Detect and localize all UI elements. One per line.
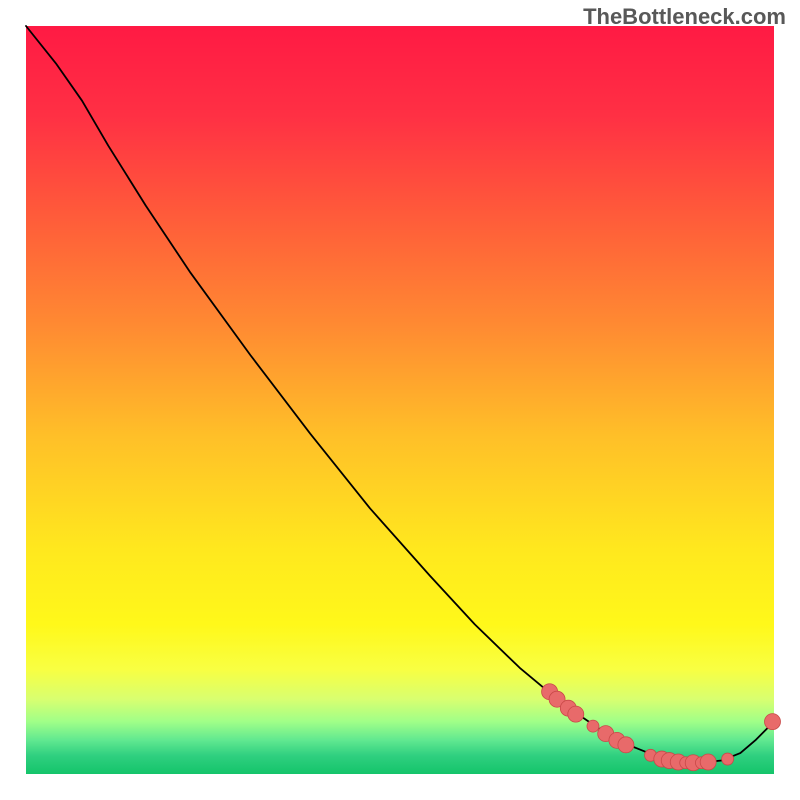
watermark-text: TheBottleneck.com [583,4,786,30]
data-marker [618,737,634,753]
data-marker [765,714,781,730]
data-marker [568,706,584,722]
data-marker [587,720,599,732]
plot-background [26,26,774,774]
bottleneck-chart [0,0,800,800]
chart-container: TheBottleneck.com [0,0,800,800]
data-marker [700,754,716,770]
data-marker [722,753,734,765]
